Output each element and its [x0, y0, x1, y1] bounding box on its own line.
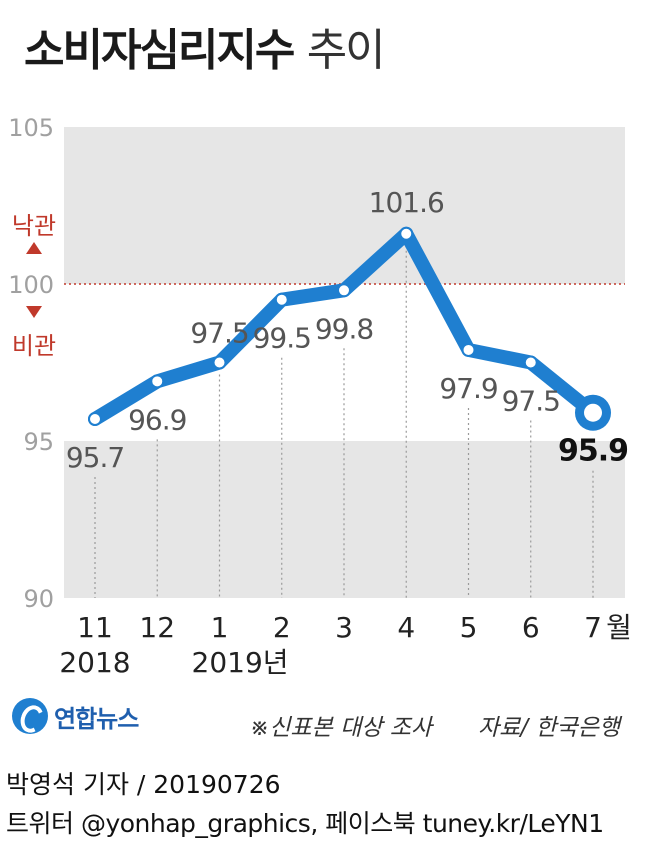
chart-title: 소비자심리지수 추이 — [24, 14, 386, 78]
value-label: 99.5 — [253, 322, 311, 355]
yonhap-logo-icon — [12, 698, 48, 734]
data-point — [212, 355, 227, 370]
year-label: 2019년 — [192, 646, 289, 679]
data-source: 자료/ 한국은행 — [478, 715, 621, 741]
value-label: 99.8 — [315, 312, 373, 345]
pessimism-label: 비관 — [12, 332, 56, 360]
value-label: 101.6 — [369, 186, 444, 219]
yonhap-logo: 연합뉴스 — [12, 698, 139, 734]
y-tick-label: 105 — [8, 114, 54, 142]
x-tick-label: 6 — [522, 611, 540, 644]
x-tick-label: 1 — [211, 611, 229, 644]
x-tick-label: 4 — [397, 611, 415, 644]
title-main: 소비자심리지수 — [24, 25, 295, 76]
title-sub: 추이 — [306, 25, 386, 76]
value-label: 97.5 — [502, 385, 560, 418]
data-point — [150, 374, 165, 389]
x-unit-label: 월 — [606, 611, 632, 644]
data-point — [274, 292, 289, 307]
data-point — [523, 355, 538, 370]
value-label: 95.7 — [66, 441, 124, 474]
year-label: 2018 — [59, 646, 130, 679]
optimism-label: 낙관 — [12, 212, 56, 240]
survey-note: ※신표본 대상 조사 — [250, 715, 433, 741]
x-tick-label: 11 — [77, 611, 113, 644]
x-tick-label: 2 — [273, 611, 291, 644]
y-tick-label: 100 — [8, 271, 54, 299]
data-point — [337, 283, 351, 298]
upper-shade-band — [64, 127, 625, 284]
x-tick-label: 7 — [584, 611, 602, 644]
data-point — [399, 226, 414, 241]
data-point-highlight-center — [584, 403, 602, 422]
down-arrow-icon — [26, 306, 42, 318]
x-tick-label: 3 — [335, 611, 353, 644]
value-label: 97.5 — [190, 317, 248, 350]
data-point — [461, 342, 476, 357]
up-arrow-icon — [26, 242, 42, 254]
data-point — [88, 412, 102, 427]
logo-text: 연합뉴스 — [54, 704, 139, 733]
byline: 박영석 기자 / 20190726 — [6, 770, 281, 799]
x-tick-label: 5 — [460, 611, 478, 644]
x-tick-label: 12 — [139, 611, 175, 644]
value-label: 95.9 — [558, 434, 628, 469]
y-tick-label: 90 — [23, 585, 54, 613]
y-tick-label: 95 — [23, 428, 54, 456]
value-label: 96.9 — [128, 403, 186, 436]
value-label: 97.9 — [439, 372, 497, 405]
social-links: 트위터 @yonhap_graphics, 페이스북 tuney.kr/LeYN… — [6, 809, 604, 838]
